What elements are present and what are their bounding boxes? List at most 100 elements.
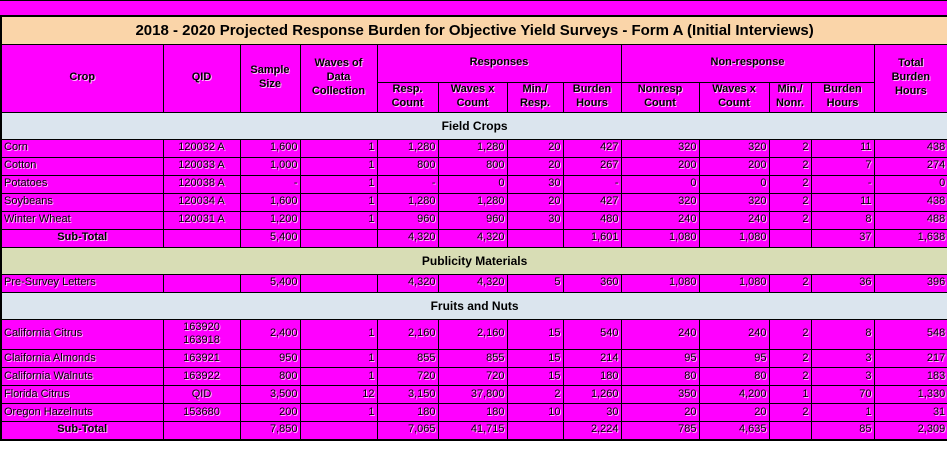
table-row: Pre-Survey Letters 5,400 4,320 4,320 5 360 1,0… [0,273,947,293]
nonresp-burden-hours-cell: 70 [810,385,875,404]
resp-count-cell: 180 [376,403,439,422]
min-per-nonresp-cell [768,228,812,248]
nonresp-count-cell: 240 [620,318,700,350]
crop-cell: Soybeans [0,192,164,212]
crop-cell: Pre-Survey Letters [0,273,164,293]
min-per-nonresp-cell: 2 [768,318,812,350]
qid-cell: 153680 [162,403,241,422]
total-burden-hours-cell: 31 [873,403,947,422]
nonresp-waves-x-count-cell: 0 [698,174,770,194]
total-burden-hours-cell: 217 [873,349,947,368]
nonresp-waves-x-count-cell: 80 [698,367,770,386]
min-per-resp-cell: 2 [506,385,564,404]
table-row: Soybeans 120034 A 1,600 1 1,280 1,280 20 427 320… [0,192,947,212]
resp-burden-hours-cell: 540 [562,318,622,350]
subtotal-label: Sub-Total [0,228,164,248]
nonresp-count-cell: 320 [620,192,700,212]
crop-cell: Cotton [0,156,164,176]
nonresp-count-cell: 320 [620,138,700,158]
column-header-nonresp-count: Nonresp Count [620,81,700,113]
section-title-field-crops: Field Crops [0,111,947,140]
total-burden-hours-cell: 2,309 [873,421,947,440]
waves-cell: 1 [299,349,378,368]
column-header-waves-of-data-collection: Waves of Data Collection [299,43,378,113]
resp-burden-hours-cell: 30 [562,403,622,422]
resp-burden-hours-cell: 1,601 [562,228,622,248]
waves-cell: 1 [299,318,378,350]
min-per-resp-cell [506,228,564,248]
column-header-resp-count: Resp. Count [376,81,439,113]
sample-size-cell: 7,850 [239,421,301,440]
table-row: Oregon Hazelnuts 153680 200 1 180 180 10 30 20 20… [0,403,947,422]
qid-cell: 120033 A [162,156,241,176]
resp-waves-x-count-cell: 800 [437,156,508,176]
subtotal-label: Sub-Total [0,421,164,440]
min-per-resp-cell: 20 [506,138,564,158]
resp-count-cell: 4,320 [376,228,439,248]
sample-size-cell: 5,400 [239,273,301,293]
min-per-nonresp-cell: 2 [768,192,812,212]
sample-size-cell: - [239,174,301,194]
waves-cell: 12 [299,385,378,404]
nonresp-waves-x-count-cell: 240 [698,318,770,350]
min-per-nonresp-cell: 2 [768,349,812,368]
waves-cell: 1 [299,174,378,194]
min-per-nonresp-cell: 2 [768,174,812,194]
resp-waves-x-count-cell: 37,800 [437,385,508,404]
resp-burden-hours-cell: 1,260 [562,385,622,404]
sample-size-cell: 1,600 [239,192,301,212]
resp-count-cell: 960 [376,210,439,230]
resp-count-cell: 1,280 [376,138,439,158]
column-header-resp-burden-hours: Burden Hours [562,81,622,113]
nonresp-count-cell: 350 [620,385,700,404]
total-burden-hours-cell: 438 [873,192,947,212]
nonresp-waves-x-count-cell: 4,635 [698,421,770,440]
nonresp-burden-hours-cell: 3 [810,367,875,386]
sample-size-cell: 800 [239,367,301,386]
total-burden-hours-cell: 396 [873,273,947,293]
column-group-nonresponse: Non-response [620,43,875,83]
resp-waves-x-count-cell: 720 [437,367,508,386]
total-burden-hours-cell: 274 [873,156,947,176]
nonresp-waves-x-count-cell: 320 [698,192,770,212]
resp-count-cell: 7,065 [376,421,439,440]
nonresp-burden-hours-cell: 8 [810,210,875,230]
total-burden-hours-cell: 548 [873,318,947,350]
resp-burden-hours-cell: 180 [562,367,622,386]
waves-cell [299,421,378,440]
column-header-min-per-resp: Min./ Resp. [506,81,564,113]
min-per-resp-cell [506,421,564,440]
total-burden-hours-cell: 183 [873,367,947,386]
column-header-min-per-nonresp: Min./ Nonr. [768,81,812,113]
total-burden-hours-cell: 0 [873,174,947,194]
total-burden-hours-cell: 488 [873,210,947,230]
resp-burden-hours-cell: - [562,174,622,194]
nonresp-burden-hours-cell: 3 [810,349,875,368]
column-header-crop: Crop [0,43,164,113]
table-row: Claifornia Almonds 163921 950 1 855 855 15 214 9… [0,349,947,368]
waves-cell: 1 [299,210,378,230]
resp-count-cell: 800 [376,156,439,176]
min-per-nonresp-cell: 1 [768,385,812,404]
min-per-resp-cell: 30 [506,210,564,230]
nonresp-burden-hours-cell: 1 [810,403,875,422]
resp-count-cell: - [376,174,439,194]
min-per-resp-cell: 15 [506,367,564,386]
qid-cell [162,421,241,440]
resp-waves-x-count-cell: 41,715 [437,421,508,440]
section-title-fruits-and-nuts: Fruits and Nuts [0,291,947,320]
resp-waves-x-count-cell: 2,160 [437,318,508,350]
min-per-nonresp-cell: 2 [768,367,812,386]
column-header-qid: QID [162,43,241,113]
resp-burden-hours-cell: 2,224 [562,421,622,440]
table-body: Field Crops Corn 120032 A 1,600 1 1,280 1,280 2… [0,111,947,440]
nonresp-count-cell: 785 [620,421,700,440]
top-strip [0,1,947,15]
crop-cell: Florida Citrus [0,385,164,404]
nonresp-burden-hours-cell: 11 [810,138,875,158]
nonresp-waves-x-count-cell: 1,080 [698,273,770,293]
qid-cell: 120034 A [162,192,241,212]
resp-burden-hours-cell: 214 [562,349,622,368]
nonresp-count-cell: 95 [620,349,700,368]
